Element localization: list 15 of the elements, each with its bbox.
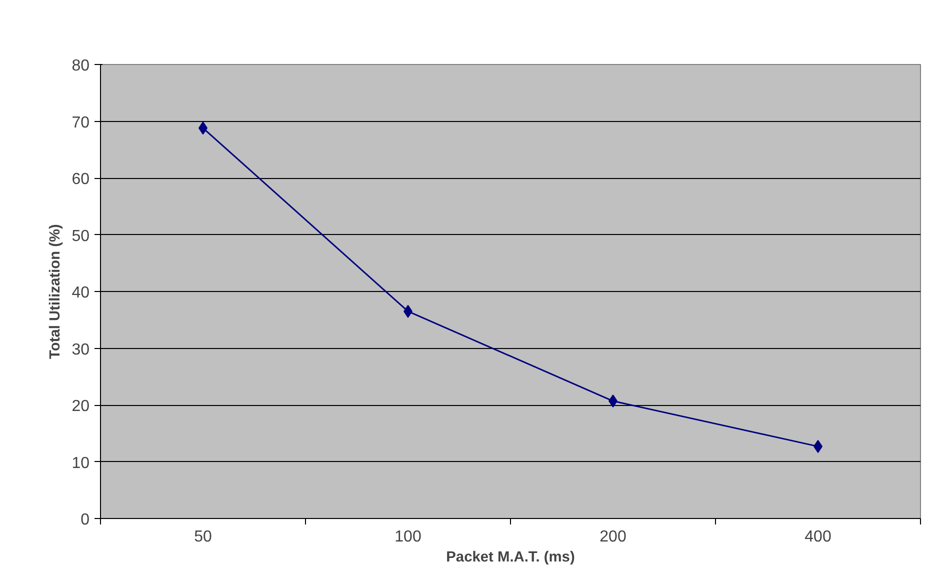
x-tick-label: 400 [804, 528, 832, 546]
x-tick-label: 50 [194, 528, 212, 546]
x-tick-label: 200 [600, 528, 626, 546]
y-tick-label: 70 [72, 114, 90, 132]
y-tick-label: 80 [72, 58, 90, 74]
y-tick-label: 0 [80, 512, 90, 528]
y-axis-title: Total Utilization (%) [48, 224, 64, 359]
y-tick-label: 20 [72, 398, 90, 415]
y-tick-label: 50 [72, 228, 90, 245]
y-tick-label: 40 [72, 284, 90, 302]
y-tick-label: 30 [72, 341, 90, 358]
y-tick-label: 10 [72, 454, 90, 472]
x-tick-label: 100 [394, 528, 422, 546]
x-axis-title: Packet M.A.T. (ms) [446, 550, 575, 566]
y-tick-label: 60 [72, 171, 90, 188]
